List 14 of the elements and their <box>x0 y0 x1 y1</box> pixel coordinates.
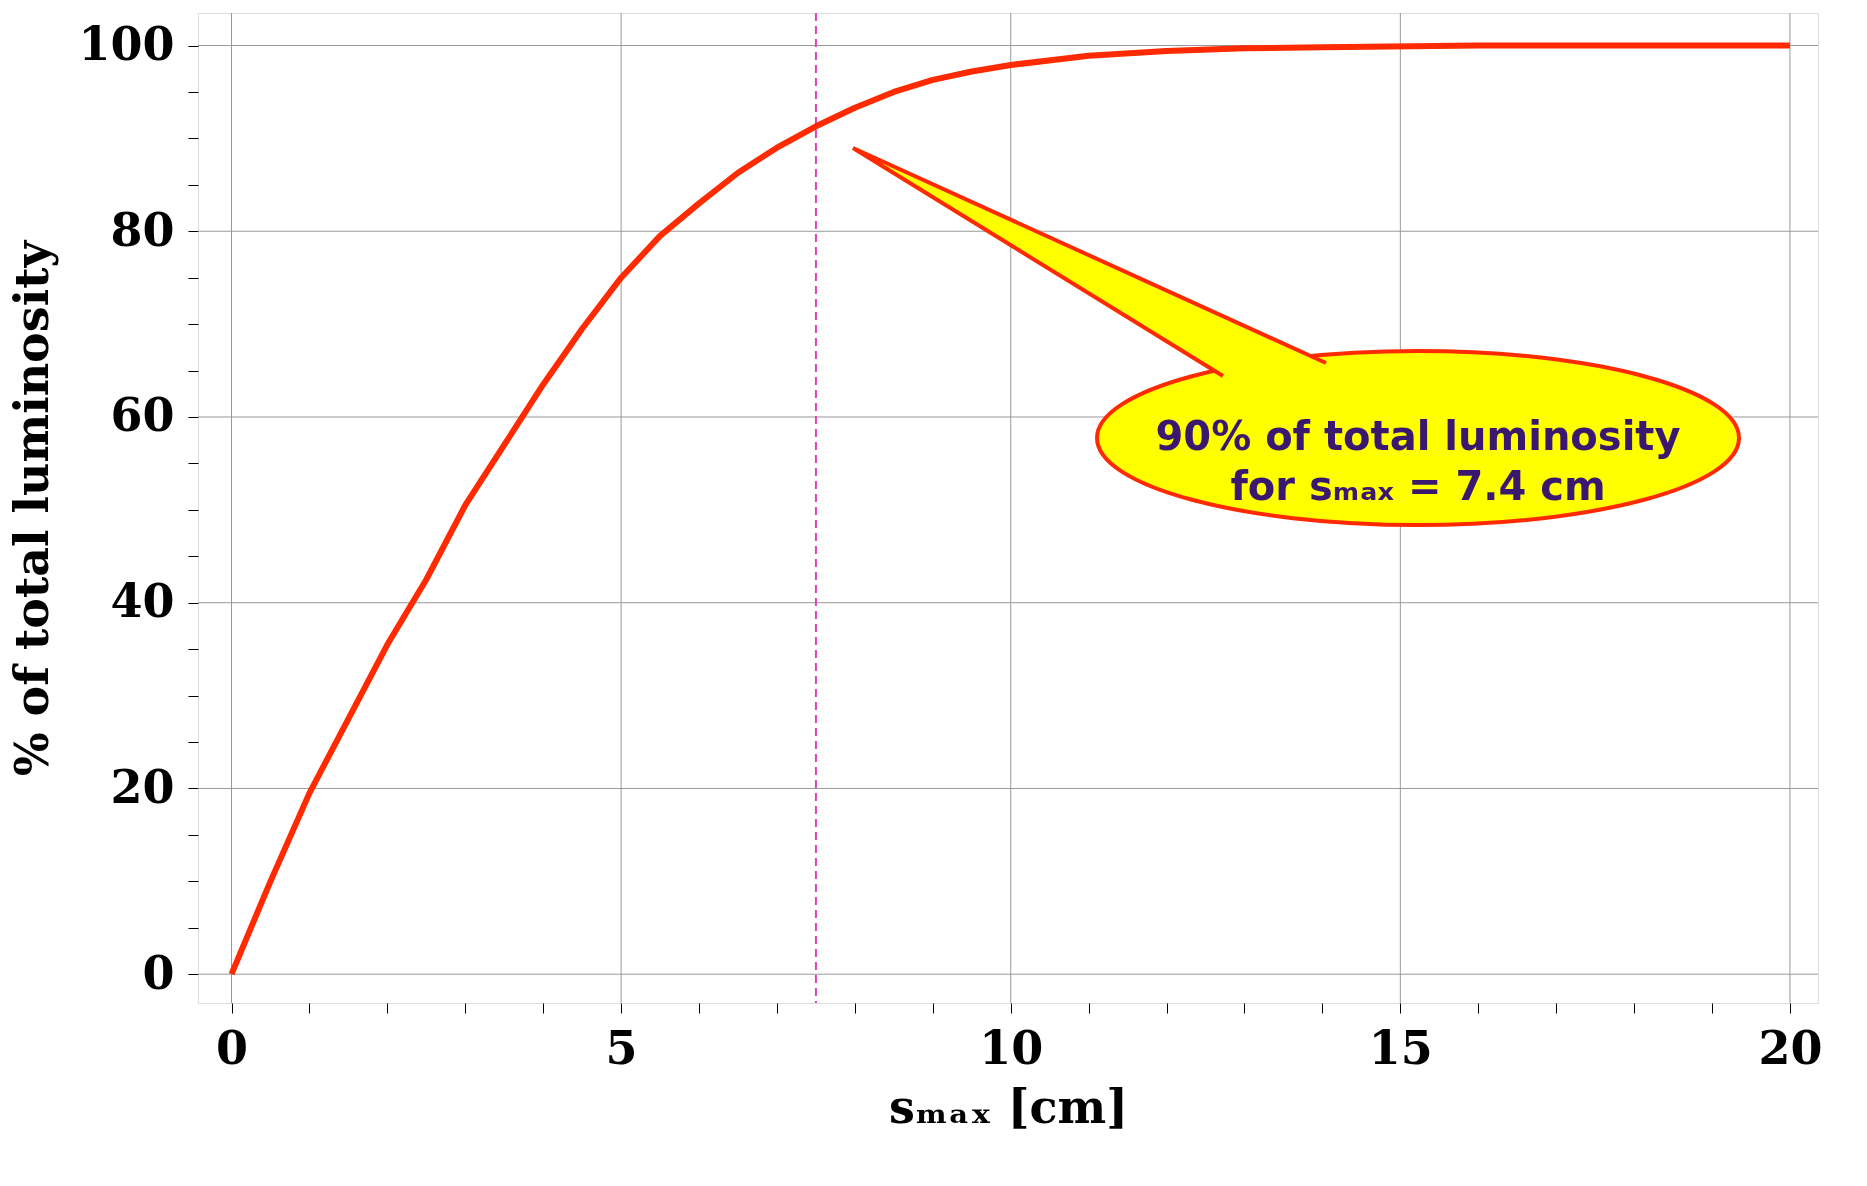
x-tick-label: 10 <box>979 1020 1044 1075</box>
x-axis-title: sₘₐₓ [cm] <box>889 1079 1128 1134</box>
x-tick-label: 15 <box>1368 1020 1433 1075</box>
x-tick-label: 5 <box>605 1020 638 1075</box>
y-tick-label: 80 <box>110 202 175 257</box>
y-tick-label: 0 <box>142 945 175 1000</box>
y-tick-label: 100 <box>78 17 175 71</box>
y-axis-title: % of total luminosity <box>5 239 60 777</box>
annotation: 90% of total luminosity for sₘₐₓ = 7.4 cm <box>1155 413 1681 509</box>
y-tick-label: 40 <box>110 574 175 629</box>
x-tick-label: 0 <box>216 1020 249 1075</box>
y-tick-label: 20 <box>110 759 175 814</box>
y-tick-label: 60 <box>110 388 175 443</box>
x-tick-label: 20 <box>1758 1020 1823 1075</box>
